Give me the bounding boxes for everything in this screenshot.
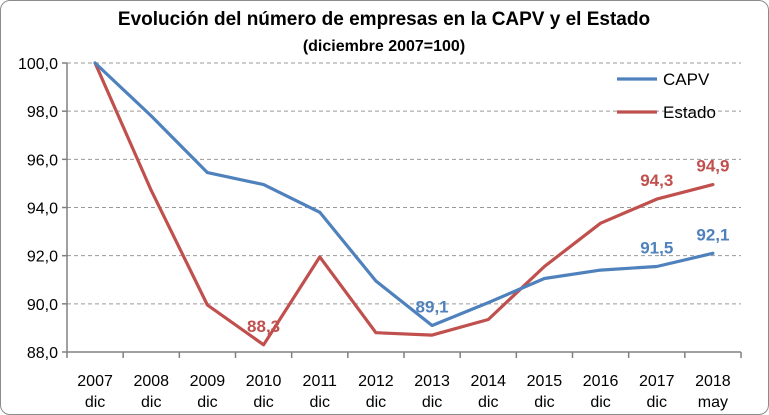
x-tick-label-month: dic — [85, 394, 105, 411]
x-tick-label-month: dic — [366, 394, 386, 411]
data-label-estado: 88,3 — [247, 317, 280, 336]
x-tick-label-year: 2012 — [358, 373, 394, 390]
x-tick-label-year: 2014 — [470, 373, 506, 390]
data-label-capv: 89,1 — [416, 298, 449, 317]
data-labels: 89,1 91,5 92,1 88,3 94,3 94,9 — [247, 157, 729, 336]
y-tick-label: 92,0 — [27, 249, 58, 266]
x-axis-ticks: 2007 dic 2008 dic 2009 dic 2010 dic 2011 dic 2012 d… — [66, 352, 742, 411]
x-tick-label-month: dic — [647, 394, 667, 411]
data-label-capv: 91,5 — [640, 239, 673, 258]
series — [93, 61, 715, 347]
x-tick-label-month: dic — [253, 394, 273, 411]
x-tick-label-year: 2018 — [695, 373, 731, 390]
x-tick-label-month: dic — [197, 394, 217, 411]
x-tick-label-month: dic — [590, 394, 610, 411]
series-line-estado — [93, 61, 715, 347]
chart-title: Evolución del número de empresas en la C… — [118, 9, 650, 30]
x-tick-label-month: dic — [478, 394, 498, 411]
axes — [66, 63, 741, 353]
y-axis-ticks: 100,0 98,0 96,0 94,0 92,0 90,0 88,0 — [18, 56, 67, 362]
y-tick-label: 98,0 — [27, 104, 58, 121]
data-label-capv: 92,1 — [696, 225, 729, 244]
y-tick-label: 100,0 — [18, 56, 58, 73]
series-line-capv — [93, 61, 715, 328]
legend-label-capv: CAPV — [663, 70, 710, 89]
y-tick-label: 96,0 — [27, 152, 58, 169]
x-tick-label-year: 2011 — [303, 373, 338, 390]
x-tick-label-year: 2007 — [77, 373, 113, 390]
legend-label-estado: Estado — [663, 103, 716, 122]
y-tick-label: 94,0 — [27, 201, 58, 218]
y-tick-label: 88,0 — [27, 345, 58, 362]
x-tick-label-year: 2015 — [527, 373, 563, 390]
x-tick-label-month: dic — [422, 394, 442, 411]
x-tick-label-month: dic — [534, 394, 554, 411]
x-tick-label-year: 2016 — [583, 373, 619, 390]
x-tick-label-month: may — [698, 394, 728, 411]
x-tick-label-month: dic — [310, 394, 330, 411]
x-tick-label-year: 2017 — [639, 373, 675, 390]
x-tick-label-month: dic — [141, 394, 161, 411]
x-tick-label-year: 2009 — [190, 373, 226, 390]
legend: CAPV Estado — [617, 70, 716, 122]
data-label-estado: 94,3 — [640, 171, 673, 190]
chart-subtitle: (diciembre 2007=100) — [303, 38, 465, 55]
x-tick-label-year: 2013 — [414, 373, 450, 390]
y-tick-label: 90,0 — [27, 297, 58, 314]
x-tick-label-year: 2010 — [246, 373, 282, 390]
x-tick-label-year: 2008 — [133, 373, 169, 390]
data-label-estado: 94,9 — [696, 157, 729, 176]
